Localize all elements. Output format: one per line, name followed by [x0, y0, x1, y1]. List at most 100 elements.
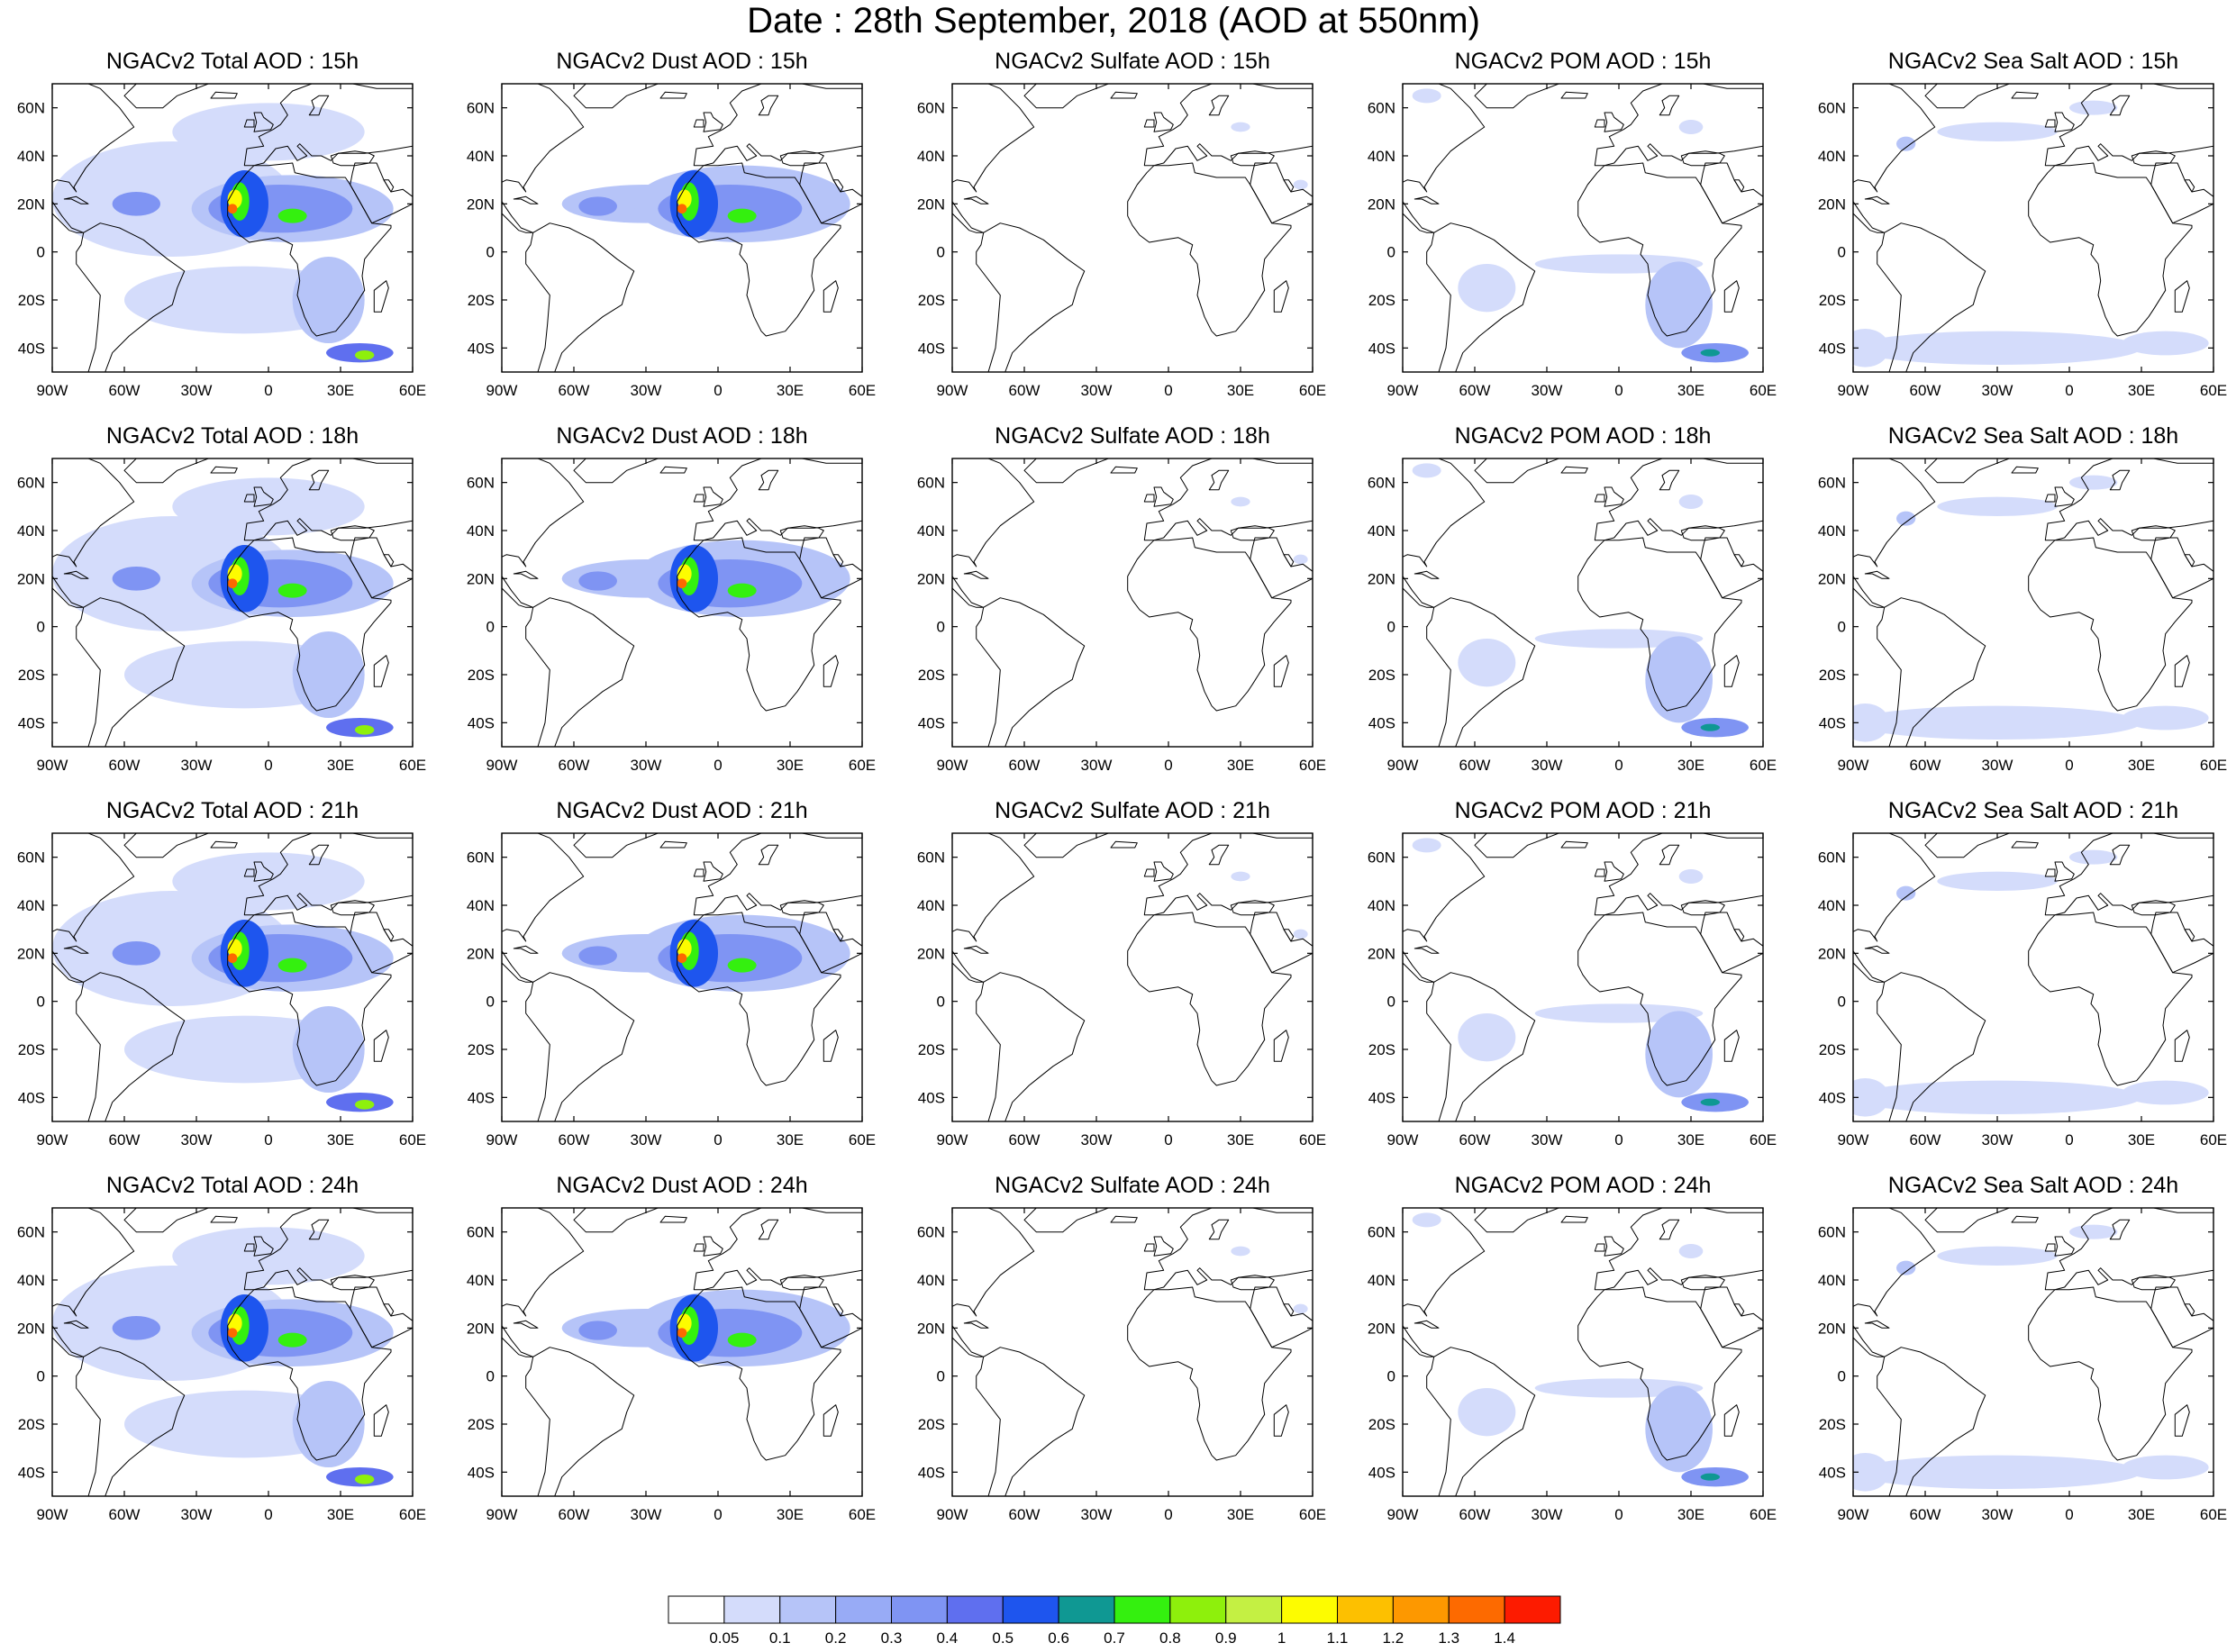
aod-blob [1700, 1098, 1720, 1106]
aod-blob [1645, 1385, 1713, 1473]
coastline-greenland [123, 458, 209, 484]
aod-field [561, 1289, 850, 1366]
lon-tick-label: 30E [777, 382, 804, 399]
panel-title: NGACv2 Sulfate AOD : 21h [995, 798, 1270, 823]
panel-sulfate-15h: NGACv2 Sulfate AOD : 15h 90W 60W 30W 0 30E 60E… [900, 43, 1350, 404]
lat-tick-label: 40S [918, 714, 945, 731]
aod-blob [1937, 496, 2058, 516]
lat-tick-label: 40S [468, 714, 495, 731]
map-frame [51, 832, 414, 1122]
colorbar-swatch [891, 1595, 948, 1624]
lat-tick-label: 40S [1368, 1089, 1395, 1106]
lon-tick-label: 60E [1750, 757, 1777, 774]
coastline-ireland [2044, 119, 2056, 128]
lon-tick-label: 60E [399, 382, 426, 399]
panel-seasalt-18h: NGACv2 Sea Salt AOD : 18h 90W 60W 30W 0 30E 60… [1801, 418, 2227, 778]
aod-field [1853, 100, 2209, 368]
panel-title: NGACv2 Sea Salt AOD : 15h [1887, 49, 2179, 74]
aod-blob [1853, 329, 1889, 368]
colorbar-svg: 0.05 0.1 0.2 0.3 0.4 0.5 0.6 0.7 0.8 0.9 1 1.1 1.2 1.… [668, 1595, 1561, 1647]
coastline-greenland [1924, 833, 2010, 858]
map-svg: 90W 60W 30W 0 30E 60E 60N 40N 20N 0 20S 40S [467, 83, 876, 399]
coastline-africa [227, 162, 392, 337]
lat-tick-label: 20N [467, 1320, 495, 1337]
lon-tick-label: 30E [2128, 382, 2155, 399]
coastline-greenland [1023, 1208, 1109, 1233]
lon-tick-label: 0 [1614, 1131, 1623, 1148]
lon-tick-label: 90W [1387, 1131, 1419, 1148]
coastline-africa [2028, 912, 2193, 1086]
coastline-cuba [963, 945, 989, 954]
map-frame [951, 83, 1313, 373]
map-svg: 90W 60W 30W 0 30E 60E 60N 40N 20N 0 20S 40S [467, 832, 876, 1148]
map-svg: 90W 60W 30W 0 30E 60E 60N 40N 20N 0 20S 40S [17, 83, 426, 399]
coastline-anatolia [779, 900, 824, 916]
coastline-madagascar [823, 655, 839, 687]
coastline-madagascar [1273, 1030, 1289, 1062]
coastline-south_america [525, 597, 635, 747]
lat-tick-label: 20N [1818, 945, 1846, 962]
lat-tick-label: 40S [1368, 714, 1395, 731]
lat-tick-label: 20N [1368, 945, 1395, 962]
coastline-great_britain [703, 1236, 723, 1257]
coastline-scandinavia_gulf [2109, 469, 2131, 491]
lat-tick-label: 20N [1368, 570, 1395, 587]
panel-title: NGACv2 Total AOD : 24h [105, 1173, 359, 1198]
aod-blob [1937, 871, 2058, 891]
lon-tick-label: 0 [264, 382, 272, 399]
lon-tick-label: 90W [486, 1131, 518, 1148]
lon-tick-label: 60W [109, 757, 141, 774]
coastline-middle_east [799, 1286, 862, 1348]
coastline-middle_east [1250, 1286, 1313, 1348]
lat-tick-label: 40N [917, 522, 945, 540]
aod-blob [1231, 122, 1250, 132]
aod-blob [292, 631, 365, 718]
aod-blob [1700, 723, 1720, 731]
coastline-south_america [1877, 972, 1986, 1121]
coastline-ireland [243, 119, 255, 128]
colorbar-label: 0.2 [825, 1629, 847, 1647]
map-background [1403, 833, 1763, 1121]
coastline-north_america [502, 458, 585, 567]
aod-field [1412, 838, 1749, 1112]
coastline-south_america [1877, 1347, 1986, 1496]
coastline-africa [1577, 1286, 1742, 1461]
coastline-madagascar [1273, 280, 1289, 313]
aod-blob [1853, 703, 1889, 742]
lon-tick-label: 0 [1164, 382, 1172, 399]
coastline-greenland [1023, 833, 1109, 858]
lat-tick-label: 60N [467, 475, 495, 492]
aod-blob [677, 204, 687, 214]
lon-tick-label: 0 [1614, 757, 1623, 774]
panel-title: NGACv2 Sulfate AOD : 24h [995, 1173, 1270, 1198]
coastline-arabian_gulf_top [1733, 179, 1745, 193]
lon-tick-label: 30W [1081, 1131, 1113, 1148]
lon-tick-label: 60W [559, 1131, 590, 1148]
coastline-greenland [1474, 458, 1559, 484]
lat-tick-label: 0 [1387, 1368, 1395, 1385]
map-area: 90W 60W 30W 0 30E 60E 60N 40N 20N 0 20S 40S [917, 83, 1326, 399]
aod-blob [292, 257, 365, 343]
lon-tick-label: 30W [181, 1506, 213, 1523]
map-frame [1402, 83, 1764, 373]
aod-blob [1853, 705, 2141, 740]
lat-tick-label: 20S [468, 292, 495, 309]
coastline-arabian_gulf_top [383, 554, 395, 567]
aod-blob [1853, 1078, 1889, 1117]
coastline-cuba [963, 570, 989, 579]
lat-tick-label: 0 [1838, 244, 1846, 261]
panel-seasalt-24h: NGACv2 Sea Salt AOD : 24h 90W 60W 30W 0 30E 60… [1801, 1167, 2227, 1528]
lon-tick-label: 60E [849, 1506, 876, 1523]
colorbar-swatch [1281, 1595, 1338, 1624]
coastline-iceland [1110, 91, 1138, 99]
coastline-ireland [1594, 1243, 1605, 1252]
coastlines [1403, 458, 1763, 747]
lat-tick-label: 20S [18, 292, 45, 309]
aod-blob [355, 725, 375, 735]
lat-tick-label: 60N [17, 849, 45, 867]
map-svg: 90W 60W 30W 0 30E 60E 60N 40N 20N 0 20S 40S [17, 458, 426, 774]
lon-tick-label: 90W [1387, 757, 1419, 774]
coastline-iceland [1110, 1215, 1138, 1223]
aod-blob [677, 953, 687, 963]
aod-blob [1412, 463, 1441, 478]
